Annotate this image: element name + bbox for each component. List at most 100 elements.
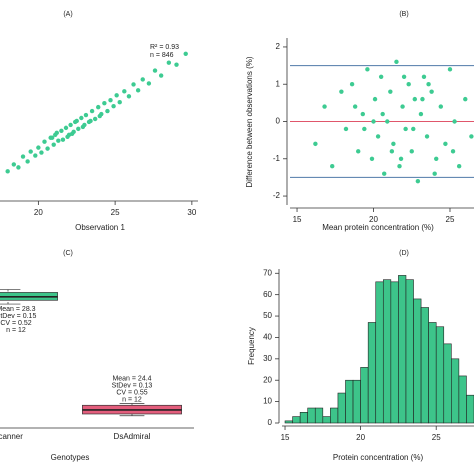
x-tick-label: 20	[34, 208, 43, 217]
point	[456, 164, 462, 169]
point	[117, 99, 122, 105]
point	[369, 156, 375, 161]
annotation: Mean = 24.4	[112, 375, 151, 382]
x-tick-label: DsAdmiral	[114, 432, 151, 441]
point	[375, 134, 381, 139]
annotation: CV = 0.55	[116, 389, 147, 396]
point	[80, 124, 86, 130]
point	[140, 77, 145, 82]
point	[97, 113, 102, 119]
y-tick-label: 0	[276, 117, 281, 126]
point	[20, 154, 26, 159]
point	[108, 98, 113, 103]
point	[463, 96, 468, 102]
point	[438, 104, 444, 109]
point	[394, 59, 399, 65]
bar	[398, 275, 407, 424]
bar	[375, 281, 384, 424]
annotation: Mean = 28.3	[0, 306, 36, 313]
point	[469, 134, 474, 139]
point	[322, 104, 327, 109]
point	[420, 96, 425, 102]
bar	[360, 367, 369, 424]
bar	[314, 407, 324, 424]
point	[360, 111, 366, 117]
point	[183, 51, 188, 57]
point	[339, 89, 344, 94]
point	[33, 153, 38, 158]
y-tick-label: 60	[263, 290, 272, 299]
point	[25, 159, 30, 164]
y-tick-label: 50	[263, 311, 272, 320]
point	[389, 149, 395, 154]
x-axis-label: Observation 1	[75, 223, 125, 232]
point	[126, 94, 132, 99]
bar	[299, 412, 309, 424]
point	[443, 141, 448, 147]
y-tick-label: -1	[273, 154, 281, 163]
x-tick-label: 15	[293, 215, 302, 224]
bar	[352, 379, 361, 424]
point	[36, 145, 41, 150]
point	[135, 88, 141, 93]
panel-title: (D)	[399, 250, 409, 257]
point	[68, 122, 73, 128]
point	[411, 126, 416, 132]
point	[412, 96, 418, 102]
point	[380, 111, 385, 117]
bar	[292, 416, 301, 424]
point	[16, 165, 21, 170]
point	[429, 89, 434, 94]
point	[105, 108, 110, 114]
point	[146, 81, 152, 86]
point	[65, 134, 70, 139]
y-axis-label: Frequency	[247, 327, 256, 365]
bar	[428, 322, 437, 424]
point	[400, 104, 405, 109]
y-tick-label: 1	[276, 79, 281, 88]
point	[92, 116, 98, 122]
y-tick-label: 10	[263, 397, 272, 406]
point	[59, 128, 64, 134]
y-tick-label: 20	[263, 375, 272, 384]
bar	[413, 298, 422, 424]
point	[409, 149, 414, 154]
y-tick-label: 70	[263, 268, 272, 277]
bar	[390, 281, 399, 424]
point	[152, 68, 158, 73]
point	[432, 171, 437, 176]
point	[88, 118, 93, 124]
annotation: n = 846	[150, 52, 174, 59]
point	[426, 82, 431, 87]
point	[447, 67, 453, 72]
x-axis-label: Mean protein concentration (%)	[322, 223, 434, 232]
bar	[458, 375, 467, 424]
bar	[345, 379, 354, 424]
point	[403, 126, 408, 132]
point	[56, 138, 61, 143]
point	[356, 149, 361, 154]
point	[83, 112, 89, 118]
point	[166, 60, 172, 65]
y-axis-label: Difference between observations (%)	[245, 56, 254, 187]
point	[69, 131, 75, 137]
bar	[284, 420, 293, 424]
point	[89, 108, 95, 114]
point	[391, 141, 396, 147]
y-tick-label: 40	[263, 333, 272, 342]
bar	[330, 407, 339, 424]
annotation: R² = 0.93	[150, 44, 179, 51]
point	[51, 142, 56, 147]
bar	[307, 407, 316, 424]
point	[11, 162, 17, 167]
x-tick-label: Scanner	[0, 432, 23, 441]
point	[131, 82, 136, 87]
point	[418, 111, 424, 117]
x-axis-label: Genotypes	[51, 453, 90, 462]
x-tick-label: 20	[369, 215, 378, 224]
point	[401, 74, 407, 79]
point	[42, 139, 47, 144]
point	[111, 103, 116, 109]
point	[365, 67, 370, 72]
point	[371, 119, 376, 124]
